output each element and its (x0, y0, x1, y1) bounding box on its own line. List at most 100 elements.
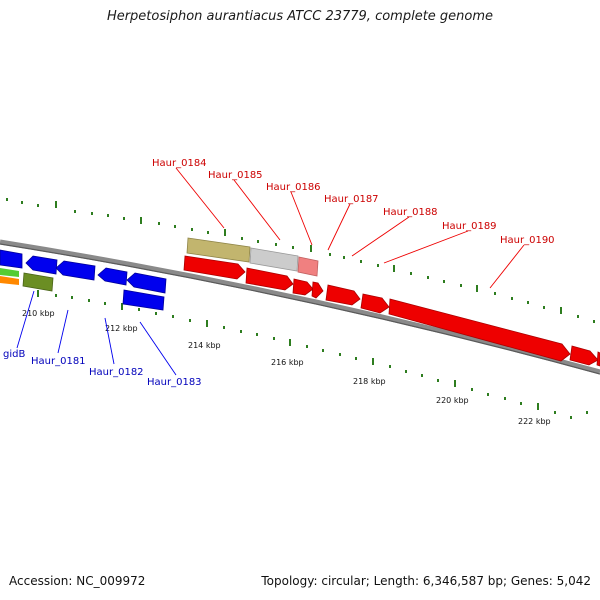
tick-mark (410, 272, 412, 275)
gene-haur-0184[interactable] (183, 255, 246, 280)
tick-mark (310, 245, 312, 252)
tick-mark (322, 349, 324, 352)
tick-mark (289, 339, 291, 346)
label-haur-0189: Haur_0189 (442, 221, 497, 232)
tick-mark (537, 403, 539, 410)
scale-label-220: 220 kbp (436, 396, 469, 405)
tick-mark (443, 280, 445, 283)
tick-mark (494, 292, 496, 295)
scale-label-218: 218 kbp (353, 377, 386, 386)
tick-mark (343, 256, 345, 259)
gene-haur-0191[interactable] (569, 345, 599, 366)
feature-pink-block (297, 256, 319, 277)
feature-green (0, 268, 19, 277)
tick-mark (543, 306, 545, 309)
gene-edge[interactable] (596, 351, 600, 367)
tick-mark (275, 243, 277, 246)
label-haur-0185: Haur_0185 (208, 170, 263, 181)
leader-haur-0184 (175, 167, 225, 229)
tick-mark (437, 379, 439, 382)
tick-mark (339, 353, 341, 356)
tick-mark (355, 357, 357, 360)
tick-mark (306, 345, 308, 348)
gene-haur-0188[interactable] (325, 284, 361, 306)
feature-olive-small (22, 272, 54, 292)
forward-rna-features (186, 237, 319, 277)
scale-label-222: 222 kbp (518, 417, 551, 426)
tick-mark (520, 402, 522, 405)
genome-backbone-shadow (0, 243, 600, 375)
gene-haur-0183b[interactable] (122, 289, 165, 311)
leader-haur-0181 (57, 309, 69, 354)
tick-mark (104, 302, 106, 305)
tick-mark (393, 265, 395, 272)
scale-label-212: 212 kbp (105, 324, 138, 333)
gene-left-edge[interactable] (0, 249, 23, 269)
label-gidb: gidB (3, 349, 25, 360)
scale-labels: 210 kbp 212 kbp 214 kbp 216 kbp 218 kbp … (22, 309, 551, 426)
scale-label-214: 214 kbp (188, 341, 221, 350)
gene-haur-0183[interactable] (126, 272, 167, 294)
tick-mark (586, 411, 588, 414)
tick-mark (257, 240, 259, 243)
tick-mark (454, 380, 456, 387)
reverse-leaders (16, 290, 177, 376)
map-title: Herpetosiphon aurantiacus ATCC 23779, co… (106, 9, 494, 24)
tick-mark (174, 225, 176, 228)
tick-mark (71, 296, 73, 299)
tick-mark (329, 253, 331, 256)
label-haur-0187: Haur_0187 (324, 194, 379, 205)
tick-mark (224, 229, 226, 236)
gene-haur-0186[interactable] (292, 278, 314, 296)
gene-haur-0182[interactable] (97, 267, 128, 286)
tick-mark (158, 222, 160, 225)
label-haur-0182: Haur_0182 (89, 367, 144, 378)
leader-haur-0188 (351, 216, 410, 257)
tick-mark (37, 290, 39, 297)
leader-haur-0189 (383, 230, 469, 264)
tick-mark (37, 204, 39, 207)
tick-mark (189, 319, 191, 322)
tick-mark (471, 388, 473, 391)
tick-mark (560, 307, 562, 314)
tick-mark (577, 315, 579, 318)
tick-mark (55, 201, 57, 208)
tick-mark (389, 365, 391, 368)
forward-leaders (175, 167, 525, 289)
scale-label-216: 216 kbp (271, 358, 304, 367)
tick-mark (172, 315, 174, 318)
tick-mark (191, 228, 193, 231)
tick-mark (21, 201, 23, 204)
tick-mark (504, 397, 506, 400)
label-haur-0188: Haur_0188 (383, 207, 438, 218)
gene-haur-0181b[interactable] (55, 260, 96, 281)
tick-mark (476, 285, 478, 292)
inner-tick-ring (37, 290, 588, 419)
leader-haur-0183 (139, 321, 177, 376)
forward-genes (183, 255, 600, 367)
tick-mark (487, 393, 489, 396)
feature-olive-block (186, 237, 251, 263)
gene-haur-0181[interactable] (25, 255, 58, 275)
label-haur-0183: Haur_0183 (147, 377, 202, 388)
tick-mark (91, 212, 93, 215)
tick-mark (140, 217, 142, 224)
tick-mark (138, 308, 140, 311)
label-haur-0186: Haur_0186 (266, 182, 321, 193)
feature-orange (0, 276, 19, 285)
tick-mark (256, 333, 258, 336)
tick-mark (241, 237, 243, 240)
leader-haur-0185 (233, 179, 281, 241)
feature-gray-block (249, 247, 299, 272)
tick-mark (527, 301, 529, 304)
gene-haur-0187[interactable] (311, 281, 324, 299)
tick-mark (511, 297, 513, 300)
gene-haur-0185[interactable] (245, 267, 294, 291)
gene-haur-0190[interactable] (388, 298, 571, 362)
label-haur-0184: Haur_0184 (152, 158, 207, 169)
tick-mark (554, 411, 556, 414)
tick-mark (570, 416, 572, 419)
gene-haur-0189[interactable] (360, 293, 390, 314)
leader-haur-0182 (104, 317, 115, 365)
